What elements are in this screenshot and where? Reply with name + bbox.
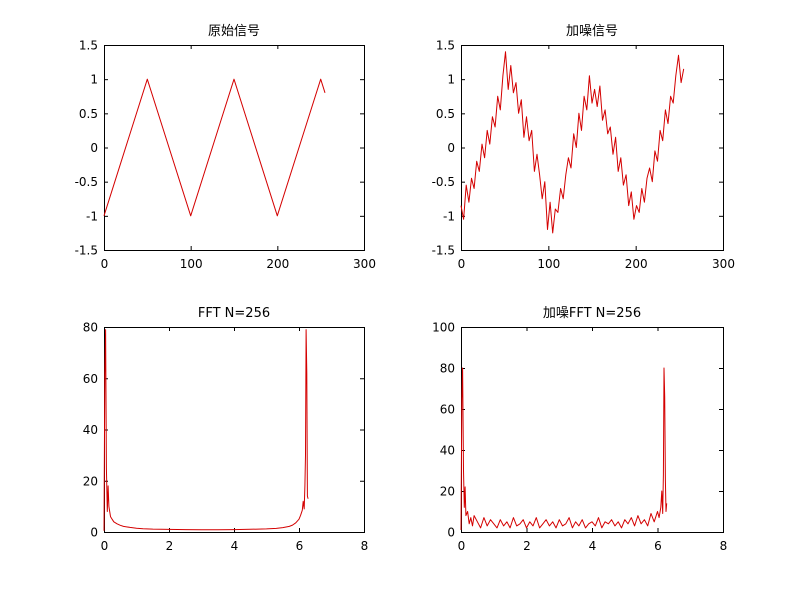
y-tick-label: 60 xyxy=(440,403,455,417)
chart-title: 原始信号 xyxy=(208,24,260,39)
chart-title: 加噪信号 xyxy=(566,24,618,39)
chart-title: 加噪FFT N=256 xyxy=(543,306,641,321)
y-tick-label: 0.5 xyxy=(79,107,98,121)
plot-frame xyxy=(104,45,365,251)
x-tick-label: 0 xyxy=(458,257,466,271)
y-tick-label: 60 xyxy=(83,372,98,386)
chart-title: FFT N=256 xyxy=(198,306,270,321)
y-tick-label: 40 xyxy=(83,423,98,437)
y-tick-label: 80 xyxy=(440,362,455,376)
y-tick-label: 80 xyxy=(83,321,98,335)
x-tick-label: 100 xyxy=(180,257,203,271)
x-tick-label: 4 xyxy=(589,539,597,553)
series-line-1 xyxy=(460,367,668,531)
x-tick-label: 8 xyxy=(361,539,369,553)
y-tick-label: 20 xyxy=(440,485,455,499)
x-tick-label: 100 xyxy=(537,257,560,271)
y-tick-label: -1 xyxy=(86,209,98,223)
series-line-1 xyxy=(103,329,309,531)
x-tick-label: 200 xyxy=(266,257,289,271)
plot-frame xyxy=(461,327,724,533)
x-tick-label: 4 xyxy=(231,539,239,553)
plot-frame xyxy=(104,327,365,533)
y-tick-label: 20 xyxy=(83,474,98,488)
x-tick-label: 8 xyxy=(720,539,728,553)
y-tick-label: 100 xyxy=(432,321,455,335)
x-tick-label: 300 xyxy=(353,257,376,271)
x-tick-label: 300 xyxy=(712,257,735,271)
y-tick-label: -1.5 xyxy=(75,244,98,258)
chart-1: 原始信号 0 100 200 300 -1.5 -1 -0.5 0 0.5 1 1.5 xyxy=(75,24,376,271)
y-tick-label: 0 xyxy=(90,141,98,155)
y-tick-label: 0 xyxy=(447,141,455,155)
series-line-1 xyxy=(460,51,685,234)
plot-frame xyxy=(461,45,724,251)
y-tick-label: -0.5 xyxy=(75,175,98,189)
chart-2: 加噪信号 0 100 200 300 -1.5 -1 -0.5 0 0.5 1 1.5 xyxy=(432,24,735,271)
x-tick-label: 0 xyxy=(101,539,109,553)
y-tick-label: 1 xyxy=(90,73,98,87)
x-tick-label: 2 xyxy=(523,539,531,553)
y-tick-label: 1.5 xyxy=(436,39,455,53)
y-tick-label: -0.5 xyxy=(432,175,455,189)
y-tick-label: 0 xyxy=(447,526,455,540)
y-tick-label: 0 xyxy=(90,526,98,540)
y-tick-label: -1 xyxy=(443,209,455,223)
x-tick-label: 0 xyxy=(101,257,109,271)
y-tick-label: 40 xyxy=(440,444,455,458)
y-tick-label: 1 xyxy=(447,73,455,87)
y-tick-label: 0.5 xyxy=(436,107,455,121)
series-line-1 xyxy=(103,78,326,217)
x-tick-label: 6 xyxy=(654,539,662,553)
y-tick-label: -1.5 xyxy=(432,244,455,258)
x-tick-label: 200 xyxy=(625,257,648,271)
x-tick-label: 2 xyxy=(166,539,174,553)
x-tick-label: 6 xyxy=(296,539,304,553)
y-tick-label: 1.5 xyxy=(79,39,98,53)
x-tick-label: 0 xyxy=(458,539,466,553)
